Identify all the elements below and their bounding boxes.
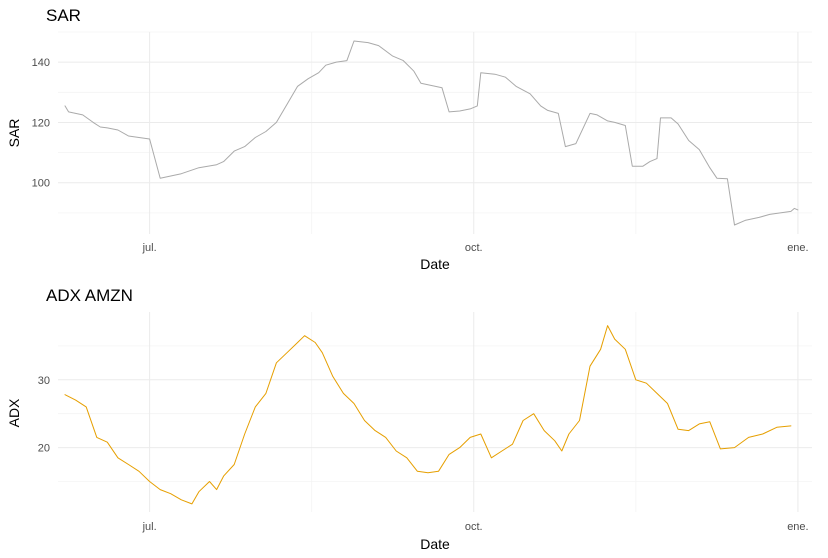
y-tick-label: 120 bbox=[32, 117, 50, 129]
x-tick-label: jul. bbox=[142, 242, 157, 254]
y-tick-label: 140 bbox=[32, 57, 50, 69]
y-tick-label: 20 bbox=[38, 443, 50, 455]
y-tick-label: 30 bbox=[38, 375, 50, 387]
x-tick-label: ene. bbox=[787, 242, 808, 254]
sar-x-axis-label: Date bbox=[420, 256, 450, 272]
adx-chart: ADX AMZN 20 30 jul. oct. ene. Date ADX bbox=[6, 286, 812, 552]
x-tick-label: oct. bbox=[465, 242, 483, 254]
sar-plot-area: 100 120 140 jul. oct. ene. bbox=[32, 31, 812, 254]
x-tick-label: ene. bbox=[787, 521, 808, 533]
adx-series-line bbox=[64, 325, 792, 505]
sar-y-axis-label: SAR bbox=[6, 119, 22, 148]
x-tick-label: jul. bbox=[142, 521, 157, 533]
adx-plot-area: 20 30 jul. oct. ene. bbox=[38, 312, 812, 533]
adx-x-axis-label: Date bbox=[420, 536, 450, 552]
adx-y-axis-label: ADX bbox=[6, 398, 22, 427]
y-tick-label: 100 bbox=[32, 178, 50, 190]
adx-title: ADX AMZN bbox=[46, 286, 133, 305]
sar-chart: SAR 100 120 140 jul. oct. ene. Date SAR bbox=[6, 6, 812, 272]
x-tick-label: oct. bbox=[465, 521, 483, 533]
sar-series-line bbox=[64, 40, 799, 226]
sar-title: SAR bbox=[46, 6, 81, 25]
